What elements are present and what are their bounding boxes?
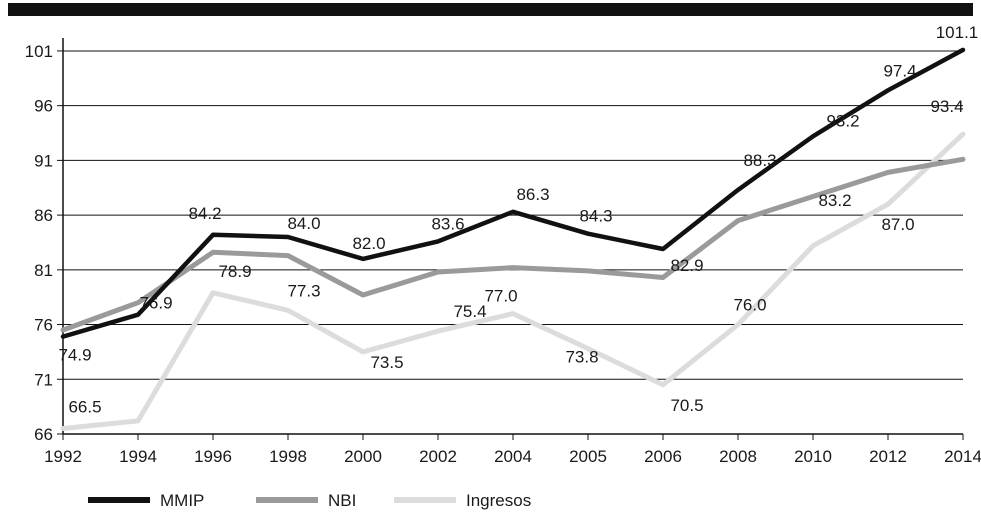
x-tick-label: 1996 bbox=[194, 447, 232, 466]
legend-label-nbi: NBI bbox=[328, 491, 356, 510]
data-label-ingresos: 73.5 bbox=[370, 353, 403, 372]
data-label-ingresos: 83.2 bbox=[818, 191, 851, 210]
x-tick-label: 1994 bbox=[119, 447, 157, 466]
x-tick-label: 2005 bbox=[569, 447, 607, 466]
data-label-ingresos: 75.4 bbox=[453, 302, 486, 321]
data-label-ingresos: 93.4 bbox=[930, 97, 963, 116]
x-tick-label: 2010 bbox=[794, 447, 832, 466]
series-lines bbox=[63, 50, 963, 429]
y-tick-label: 71 bbox=[34, 370, 53, 389]
data-label-mmip: 86.3 bbox=[516, 185, 549, 204]
data-label-ingresos: 70.5 bbox=[670, 396, 703, 415]
data-label-mmip: 82.9 bbox=[670, 256, 703, 275]
y-tick-label: 96 bbox=[34, 97, 53, 116]
top-rule bbox=[8, 3, 973, 16]
x-tick-label: 2014 bbox=[944, 447, 981, 466]
data-label-ingresos: 77.3 bbox=[287, 281, 320, 300]
x-tick-label: 2000 bbox=[344, 447, 382, 466]
data-label-ingresos: 73.8 bbox=[565, 348, 598, 367]
y-tick-label: 91 bbox=[34, 151, 53, 170]
x-tick-label: 2006 bbox=[644, 447, 682, 466]
data-label-ingresos: 77.0 bbox=[484, 287, 517, 306]
data-label-mmip: 84.3 bbox=[579, 207, 612, 226]
data-label-mmip: 93.2 bbox=[826, 111, 859, 130]
x-tick-label: 2008 bbox=[719, 447, 757, 466]
series-line-ingresos bbox=[63, 134, 963, 428]
data-label-mmip: 82.0 bbox=[352, 234, 385, 253]
data-label-ingresos: 76.0 bbox=[733, 296, 766, 315]
legend: MMIP NBI Ingresos bbox=[88, 491, 531, 510]
x-tick-label: 2004 bbox=[494, 447, 532, 466]
data-label-ingresos: 66.5 bbox=[68, 398, 101, 417]
x-tick-label: 1992 bbox=[44, 447, 82, 466]
data-label-ingresos: 87.0 bbox=[881, 215, 914, 234]
y-tick-label: 101 bbox=[25, 42, 53, 61]
y-tick-label: 86 bbox=[34, 206, 53, 225]
data-label-mmip: 74.9 bbox=[58, 346, 91, 365]
axes: 66 71 76 81 86 91 96 101 1992 1994 1996 1998 2000 200… bbox=[25, 38, 981, 466]
x-tick-label: 2012 bbox=[869, 447, 907, 466]
data-label-mmip: 88.3 bbox=[743, 151, 776, 170]
x-tick-label: 1998 bbox=[269, 447, 307, 466]
data-label-mmip: 84.2 bbox=[188, 204, 221, 223]
data-label-mmip: 83.6 bbox=[431, 214, 464, 233]
y-tick-label: 81 bbox=[34, 261, 53, 280]
legend-label-mmip: MMIP bbox=[160, 491, 204, 510]
x-tick-label: 2002 bbox=[419, 447, 457, 466]
y-tick-label: 76 bbox=[34, 316, 53, 335]
gridlines bbox=[63, 51, 963, 434]
data-label-mmip: 84.0 bbox=[287, 214, 320, 233]
y-tick-label: 66 bbox=[34, 425, 53, 444]
data-labels: 74.9 76.9 84.2 84.0 82.0 83.6 86.3 84.3 82.9 88.3… bbox=[58, 23, 978, 417]
data-label-mmip: 101.1 bbox=[936, 23, 979, 42]
legend-label-ingresos: Ingresos bbox=[466, 491, 531, 510]
data-label-mmip: 76.9 bbox=[139, 294, 172, 313]
data-label-ingresos: 78.9 bbox=[218, 262, 251, 281]
data-label-mmip: 97.4 bbox=[883, 61, 916, 80]
